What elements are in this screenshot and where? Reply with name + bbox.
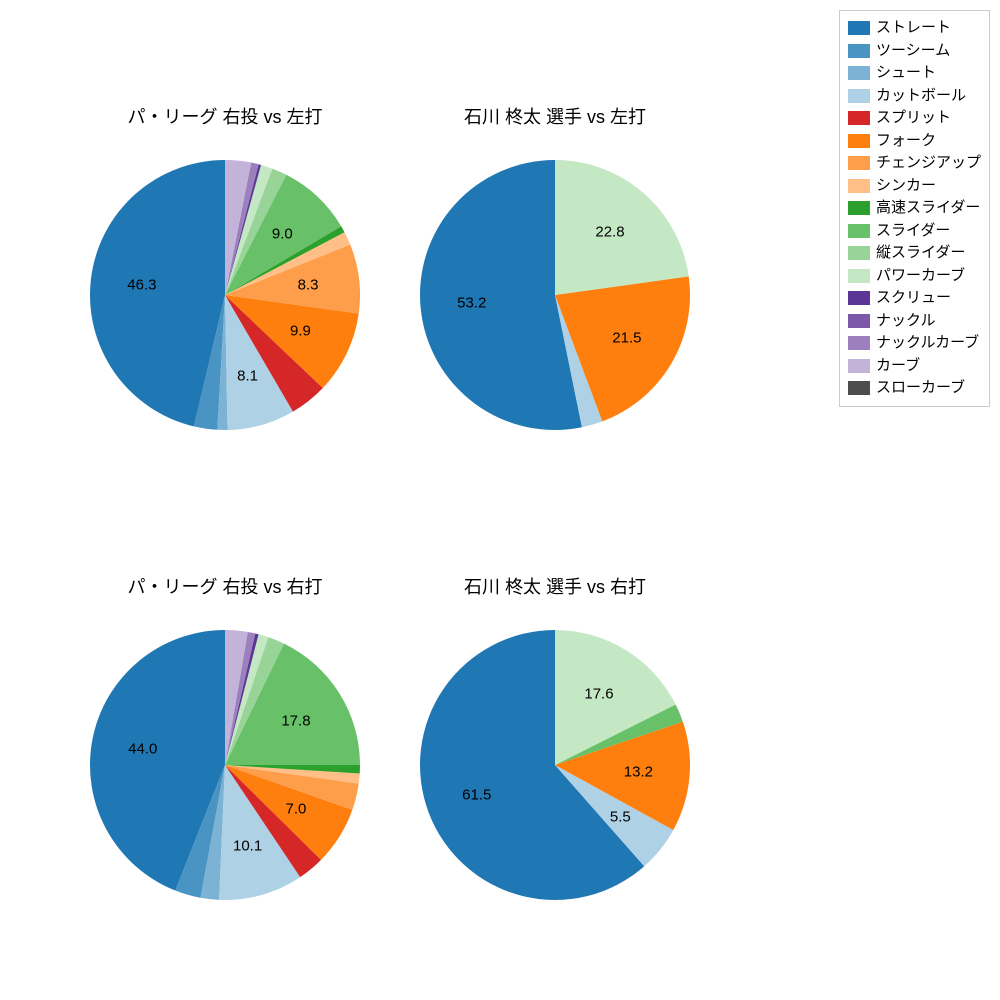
legend-item: 縦スライダー — [848, 242, 981, 265]
pie-chart: 61.5 5.5 13.2 17.6 — [420, 630, 690, 900]
pie-slice-label: 22.8 — [595, 223, 624, 240]
legend-label: スローカーブ — [876, 377, 965, 400]
legend-label: チェンジアップ — [876, 152, 981, 175]
legend-item: ナックルカーブ — [848, 332, 981, 355]
chart-title: 石川 柊太 選手 vs 左打 — [405, 103, 705, 129]
legend-label: ツーシーム — [876, 40, 950, 63]
pie-chart: 44.0 10.1 7.0 17.8 — [90, 630, 360, 900]
legend-swatch — [848, 89, 870, 103]
pie-slice-label: 9.0 — [272, 225, 293, 242]
legend-swatch — [848, 44, 870, 58]
legend-label: ストレート — [876, 17, 951, 40]
legend-label: シュート — [876, 62, 936, 85]
chart-title: 石川 柊太 選手 vs 右打 — [405, 573, 705, 599]
chart-container: 46.3 8.1 9.9 8.3 9.0 パ・リーグ 右投 vs 左打 53.2 21.5 22… — [0, 0, 1000, 1000]
legend-label: カットボール — [876, 85, 966, 108]
legend-item: シュート — [848, 62, 981, 85]
pie-slice-label: 21.5 — [612, 329, 641, 346]
chart-title: パ・リーグ 右投 vs 左打 — [75, 103, 375, 129]
legend-swatch — [848, 201, 870, 215]
legend-item: ストレート — [848, 17, 981, 40]
legend-swatch — [848, 246, 870, 260]
legend-label: 高速スライダー — [876, 197, 980, 220]
pie-slice-label: 17.6 — [584, 685, 613, 702]
pie-slice-label: 17.8 — [281, 712, 310, 729]
legend-item: チェンジアップ — [848, 152, 981, 175]
legend-swatch — [848, 156, 870, 170]
legend-swatch — [848, 381, 870, 395]
pie-slice-label: 44.0 — [128, 741, 157, 758]
legend-item: スローカーブ — [848, 377, 981, 400]
legend-item: スライダー — [848, 220, 981, 243]
pie-slice-label: 53.2 — [457, 295, 486, 312]
pie-slice-label: 61.5 — [462, 786, 491, 803]
pie-slice-label: 46.3 — [127, 277, 156, 294]
legend-label: 縦スライダー — [876, 242, 965, 265]
legend: ストレートツーシームシュートカットボールスプリットフォークチェンジアップシンカー… — [839, 10, 990, 407]
pie-slice-label: 5.5 — [610, 809, 631, 826]
legend-swatch — [848, 66, 870, 80]
pie-chart: 53.2 21.5 22.8 — [420, 160, 690, 430]
legend-swatch — [848, 269, 870, 283]
legend-item: カットボール — [848, 85, 981, 108]
pie-slice-label: 7.0 — [286, 801, 307, 818]
legend-swatch — [848, 21, 870, 35]
legend-label: ナックル — [876, 310, 936, 333]
legend-label: フォーク — [876, 130, 936, 153]
pie-slice-label: 13.2 — [624, 764, 653, 781]
pie-slice-label: 8.3 — [298, 276, 319, 293]
legend-swatch — [848, 359, 870, 373]
legend-swatch — [848, 336, 870, 350]
legend-swatch — [848, 224, 870, 238]
pie-slice-label: 8.1 — [237, 367, 258, 384]
legend-item: フォーク — [848, 130, 981, 153]
legend-label: シンカー — [876, 175, 936, 198]
legend-item: ナックル — [848, 310, 981, 333]
legend-item: カーブ — [848, 355, 981, 378]
legend-label: パワーカーブ — [876, 265, 965, 288]
legend-swatch — [848, 314, 870, 328]
legend-swatch — [848, 291, 870, 305]
pie-chart: 46.3 8.1 9.9 8.3 9.0 — [90, 160, 360, 430]
legend-item: スプリット — [848, 107, 981, 130]
legend-swatch — [848, 179, 870, 193]
legend-label: スクリュー — [876, 287, 951, 310]
legend-item: ツーシーム — [848, 40, 981, 63]
chart-title: パ・リーグ 右投 vs 右打 — [75, 573, 375, 599]
legend-label: スプリット — [876, 107, 951, 130]
legend-swatch — [848, 111, 870, 125]
legend-item: パワーカーブ — [848, 265, 981, 288]
legend-item: スクリュー — [848, 287, 981, 310]
legend-label: ナックルカーブ — [876, 332, 979, 355]
pie-slice-label: 10.1 — [233, 837, 262, 854]
legend-item: 高速スライダー — [848, 197, 981, 220]
legend-label: スライダー — [876, 220, 950, 243]
pie-slice-label: 9.9 — [290, 323, 311, 340]
legend-swatch — [848, 134, 870, 148]
legend-item: シンカー — [848, 175, 981, 198]
legend-label: カーブ — [876, 355, 920, 378]
